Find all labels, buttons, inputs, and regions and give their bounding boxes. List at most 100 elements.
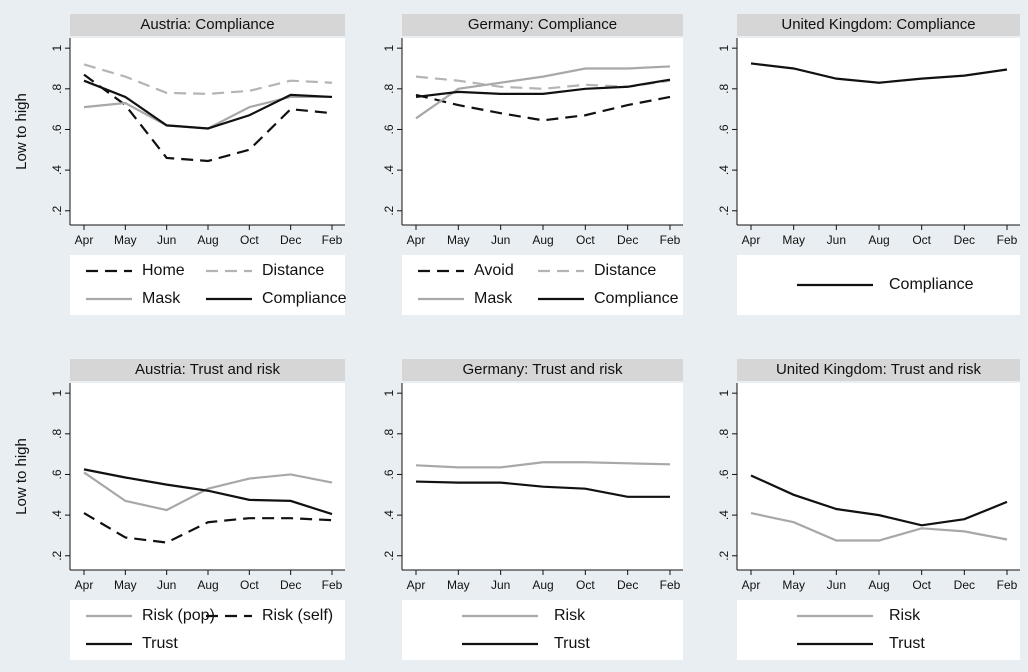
line — [415, 93, 671, 122]
x-tick-label: Dec — [617, 578, 638, 592]
title-bar — [70, 14, 345, 36]
panel-title: Germany: Compliance — [468, 16, 617, 33]
x-tick-label: Feb — [660, 578, 681, 592]
y-tick-label: .2 — [382, 550, 396, 560]
legend-label: Compliance — [594, 290, 679, 307]
x-tick-label: Jun — [157, 578, 176, 592]
legend-box — [402, 255, 683, 315]
y-axis-label: Low to high — [13, 93, 30, 170]
x-tick-label: Feb — [660, 233, 681, 247]
y-tick-label: 1 — [717, 45, 731, 52]
legend-label: Compliance — [262, 290, 347, 307]
line — [750, 512, 1008, 542]
legend-label: Distance — [594, 262, 656, 279]
y-tick-label: .8 — [50, 428, 64, 438]
x-tick-label: Jun — [491, 233, 510, 247]
line — [750, 62, 1008, 84]
x-tick-label: Apr — [407, 578, 426, 592]
y-tick-label: .6 — [50, 124, 64, 134]
y-axis-label: Low to high — [13, 438, 30, 515]
legend-label: Risk (self) — [262, 607, 333, 624]
x-tick-label: Dec — [954, 578, 975, 592]
y-tick-label: .2 — [717, 550, 731, 560]
legend-label: Risk (pop) — [142, 607, 215, 624]
panel-title: United Kingdom: Compliance — [781, 16, 975, 33]
line — [83, 512, 333, 544]
x-tick-label: May — [114, 578, 137, 592]
legend-box — [70, 600, 345, 660]
x-tick-label: Dec — [617, 233, 638, 247]
x-tick-label: May — [447, 233, 470, 247]
plot-area — [737, 383, 1020, 570]
y-tick-label: .6 — [717, 124, 731, 134]
line — [83, 63, 333, 95]
x-tick-label: Feb — [997, 233, 1018, 247]
legend-box — [70, 255, 345, 315]
legend-label: Mask — [142, 290, 181, 307]
y-tick-label: .8 — [717, 83, 731, 93]
legend-label: Risk — [554, 607, 586, 624]
line — [415, 78, 671, 99]
x-tick-label: Oct — [912, 233, 931, 247]
x-tick-label: Jun — [491, 578, 510, 592]
x-tick-label: Feb — [322, 233, 343, 247]
y-tick-label: .6 — [50, 469, 64, 479]
y-tick-label: .4 — [382, 510, 396, 520]
panel-title: Germany: Trust and risk — [462, 361, 623, 378]
x-tick-label: Feb — [322, 578, 343, 592]
legend-label: Trust — [142, 635, 178, 652]
x-tick-label: Feb — [997, 578, 1018, 592]
x-tick-label: Apr — [742, 578, 761, 592]
y-tick-label: .2 — [717, 205, 731, 215]
legend-label: Risk — [889, 607, 921, 624]
x-tick-label: May — [782, 578, 805, 592]
y-tick-label: .6 — [382, 469, 396, 479]
x-tick-label: May — [114, 233, 137, 247]
y-tick-label: .4 — [382, 165, 396, 175]
y-tick-label: .6 — [382, 124, 396, 134]
y-tick-label: .4 — [717, 510, 731, 520]
y-tick-label: 1 — [50, 45, 64, 52]
panel-title: Austria: Compliance — [140, 16, 274, 33]
x-tick-label: Jun — [827, 578, 846, 592]
plot-area — [737, 38, 1020, 225]
x-tick-label: Apr — [75, 233, 94, 247]
legend-label: Distance — [262, 262, 324, 279]
y-tick-label: .4 — [717, 165, 731, 175]
title-bar — [737, 359, 1020, 381]
x-tick-label: Oct — [912, 578, 931, 592]
x-tick-label: Aug — [197, 578, 218, 592]
y-tick-label: .4 — [50, 510, 64, 520]
x-tick-label: Dec — [280, 233, 301, 247]
legend-box — [737, 255, 1020, 315]
y-tick-label: .8 — [717, 428, 731, 438]
y-tick-label: .6 — [717, 469, 731, 479]
y-tick-label: 1 — [382, 45, 396, 52]
plot-area — [70, 38, 345, 225]
panel-title: United Kingdom: Trust and risk — [776, 361, 982, 378]
legend-label: Trust — [554, 635, 590, 652]
x-tick-label: May — [782, 233, 805, 247]
y-tick-label: 1 — [50, 390, 64, 397]
y-tick-label: .2 — [382, 205, 396, 215]
x-tick-label: Oct — [576, 578, 595, 592]
x-tick-label: Apr — [75, 578, 94, 592]
y-tick-label: .8 — [382, 428, 396, 438]
x-tick-label: Oct — [240, 578, 259, 592]
panel-title: Austria: Trust and risk — [135, 361, 281, 378]
y-tick-label: 1 — [382, 390, 396, 397]
x-tick-label: Oct — [576, 233, 595, 247]
y-tick-label: .2 — [50, 205, 64, 215]
x-tick-label: Aug — [868, 578, 889, 592]
line — [750, 474, 1008, 527]
x-tick-label: Aug — [532, 233, 553, 247]
plot-area — [402, 383, 683, 570]
line — [415, 65, 671, 120]
x-tick-label: Jun — [157, 233, 176, 247]
legend-box — [402, 600, 683, 660]
title-bar — [402, 359, 683, 381]
x-tick-label: Dec — [954, 233, 975, 247]
line — [415, 480, 670, 498]
